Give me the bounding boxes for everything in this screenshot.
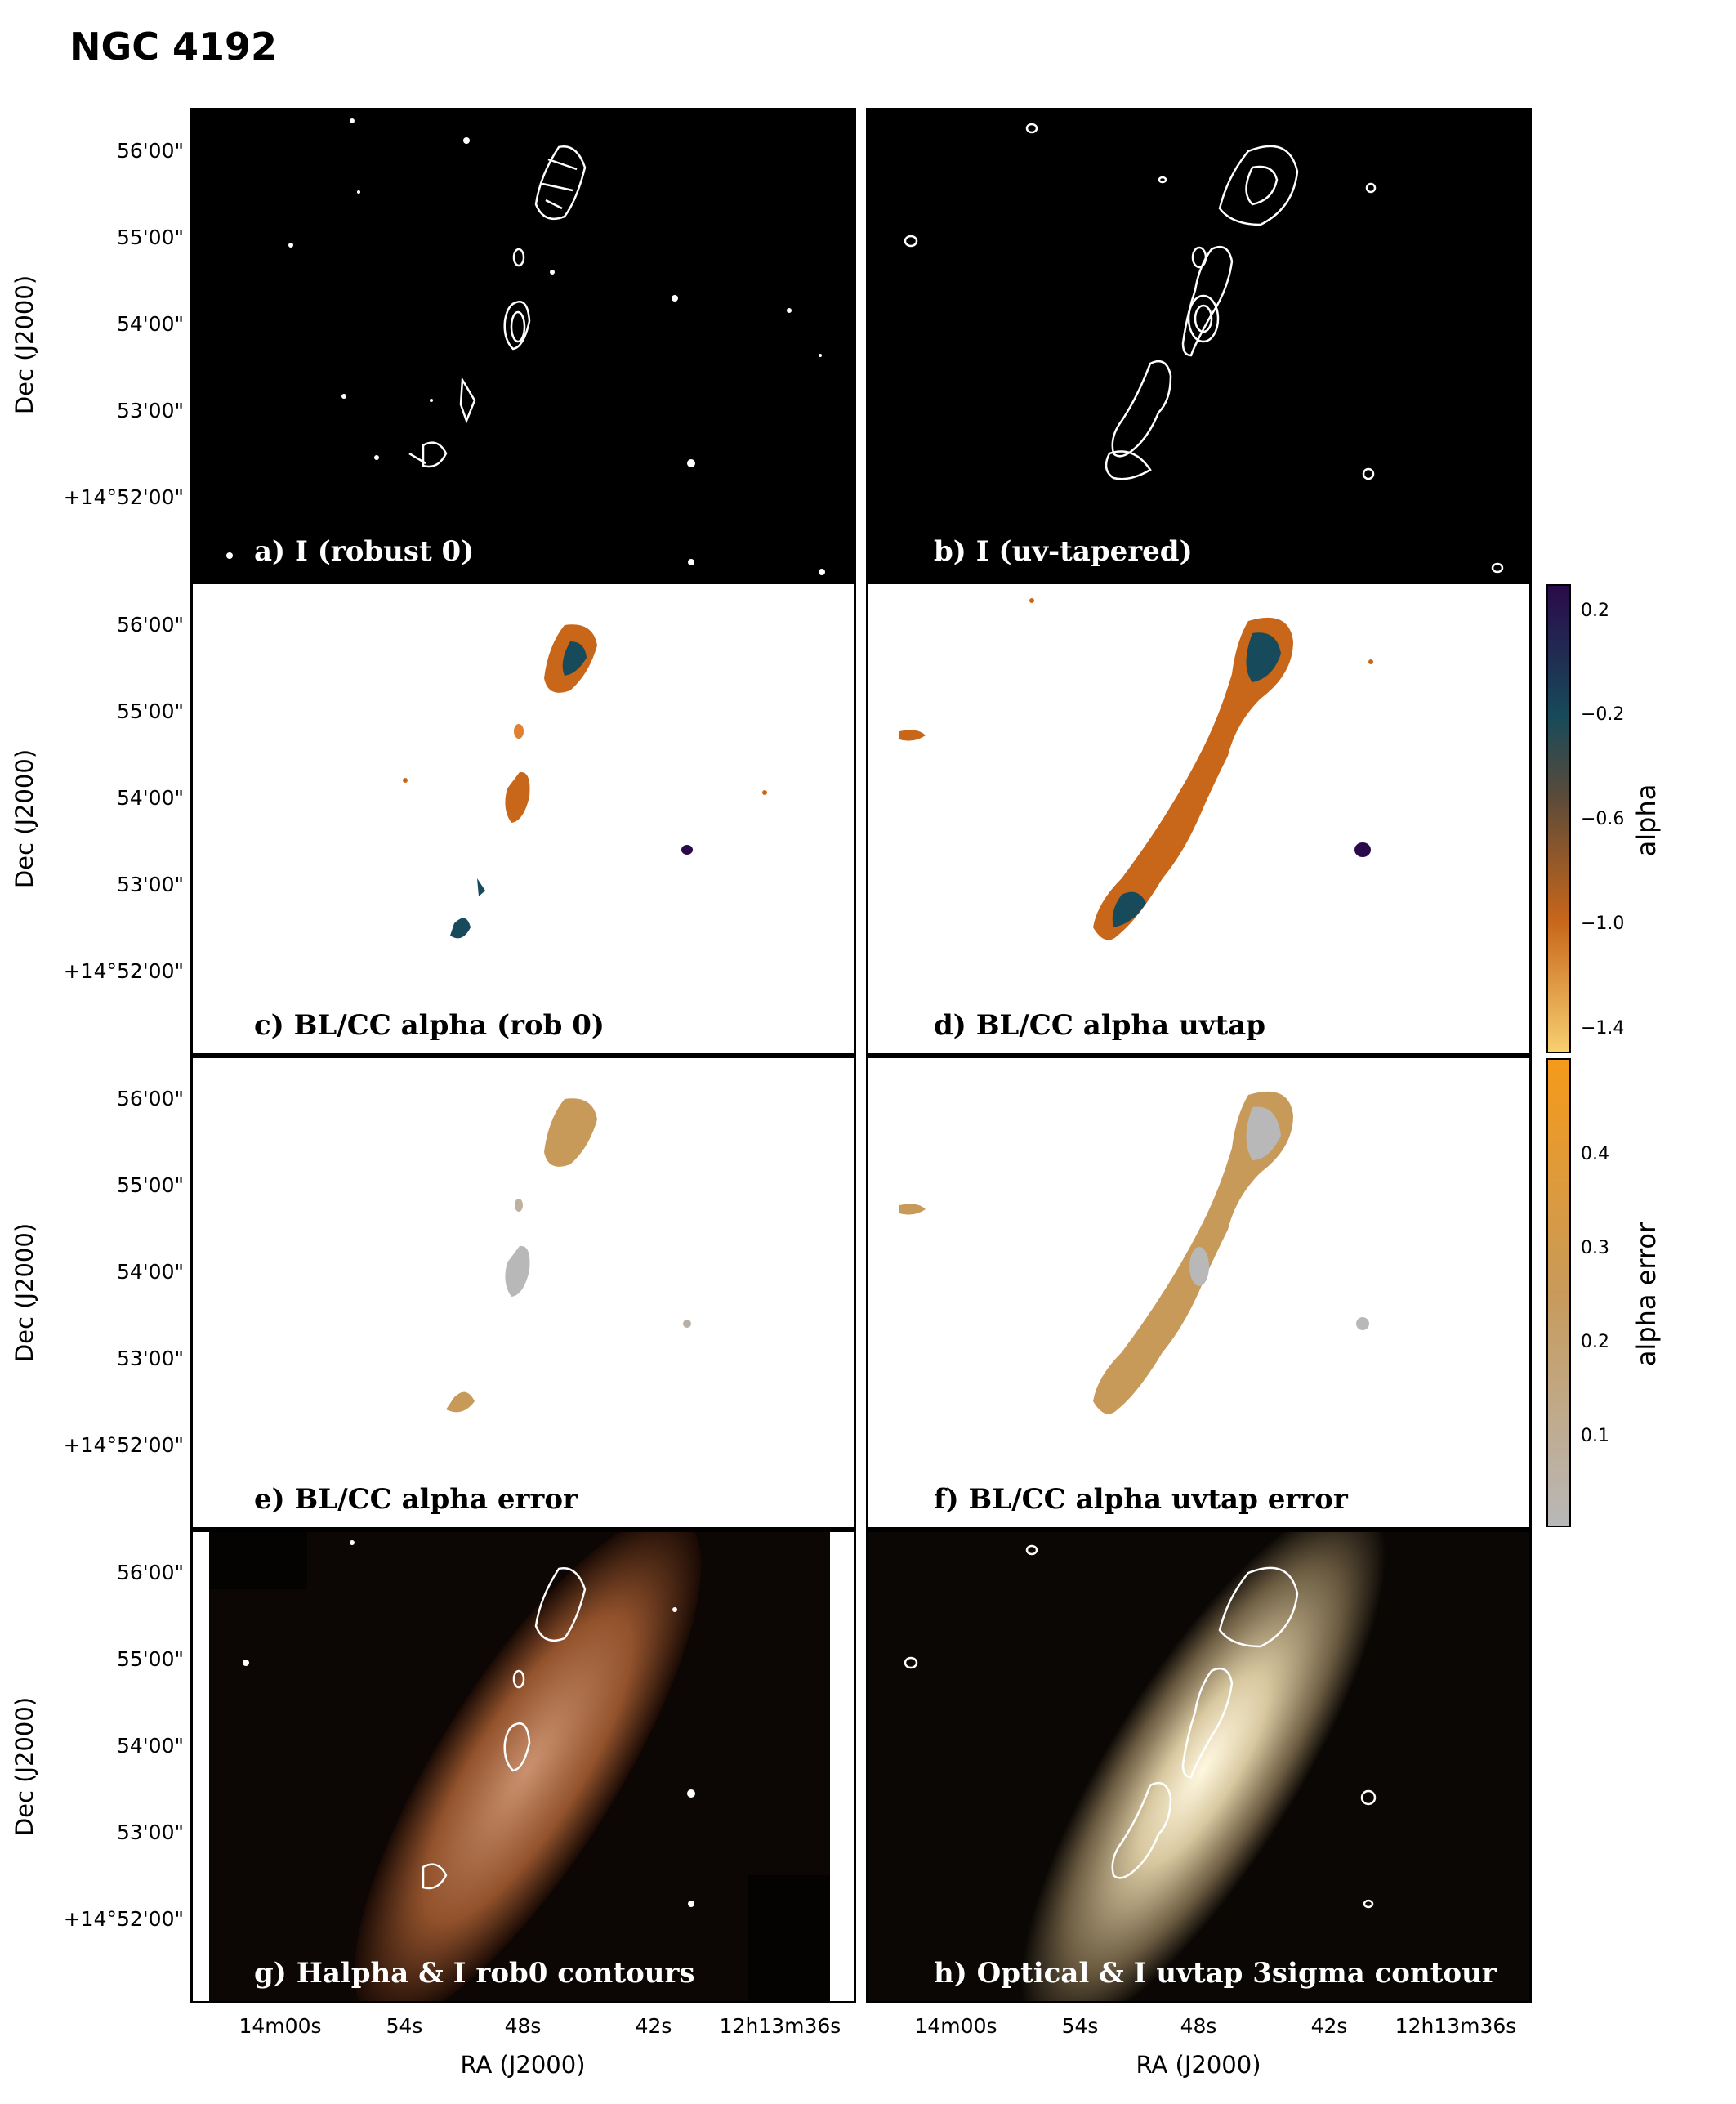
ytick-52: +14°52'00" (63, 1907, 184, 1931)
xtick-14m00s: 14m00s (239, 2014, 322, 2038)
colorbar-alpha-tick-2: −0.6 (1581, 809, 1625, 829)
xtick-54s: 54s (1061, 2014, 1099, 2038)
ytick-55: 55'00" (117, 1173, 184, 1197)
colorbar-error-label: alpha error (1631, 1222, 1662, 1367)
ylabel-row3: Dec (J2000) (11, 1222, 38, 1363)
panel-b-image (904, 123, 1504, 574)
xtick-48s: 48s (504, 2014, 542, 2038)
colorbar-error-tick-2: 0.2 (1581, 1332, 1609, 1352)
ytick-52: +14°52'00" (63, 485, 184, 509)
xtick-42s: 42s (1310, 2014, 1348, 2038)
xtick-54s: 54s (386, 2014, 423, 2038)
ytick-56: 56'00" (117, 139, 184, 163)
xlabel-right: RA (J2000) (1136, 2051, 1261, 2079)
ylabel-row2: Dec (J2000) (11, 748, 38, 889)
ytick-53: 53'00" (117, 873, 184, 896)
panel-e: e) BL/CC alpha error (190, 1056, 856, 1530)
panel-b-label: b) I (uv-tapered) (934, 535, 1193, 568)
panel-e-label: e) BL/CC alpha error (254, 1483, 578, 1516)
colorbar-alpha-tick-0: 0.2 (1581, 601, 1609, 621)
ytick-52: +14°52'00" (63, 1433, 184, 1457)
panel-h-label: h) Optical & I uvtap 3sigma contour (934, 1957, 1497, 1990)
colorbar-error-tick-1: 0.3 (1581, 1238, 1609, 1258)
ytick-54: 54'00" (117, 312, 184, 336)
colorbar-alpha-tick-1: −0.2 (1581, 704, 1625, 725)
panel-c-image (403, 624, 767, 939)
panel-h: h) Optical & I uvtap 3sigma contour (866, 1530, 1532, 2003)
ytick-56: 56'00" (117, 1087, 184, 1110)
ytick-52: +14°52'00" (63, 959, 184, 983)
panel-d-label: d) BL/CC alpha uvtap (934, 1009, 1266, 1042)
panel-c: c) BL/CC alpha (rob 0) (190, 582, 856, 1056)
ytick-53: 53'00" (117, 1347, 184, 1370)
xtick-48s: 48s (1180, 2014, 1217, 2038)
xtick-14m00s: 14m00s (914, 2014, 997, 2038)
panel-d-image (899, 598, 1373, 940)
panel-a-label: a) I (robust 0) (254, 535, 475, 568)
ytick-56: 56'00" (117, 613, 184, 637)
panel-g: g) Halpha & I rob0 contours (190, 1530, 856, 2003)
ytick-53: 53'00" (117, 1820, 184, 1844)
colorbar-alpha-tick-4: −1.4 (1581, 1018, 1625, 1039)
colorbar-error-tick-0: 0.4 (1581, 1144, 1609, 1164)
ytick-56: 56'00" (117, 1561, 184, 1584)
colorbar-alpha-label: alpha (1631, 784, 1662, 857)
xtick-12h13m36s: 12h13m36s (719, 2014, 841, 2038)
panel-f: f) BL/CC alpha uvtap error (866, 1056, 1532, 1530)
ytick-54: 54'00" (117, 1260, 184, 1284)
ytick-54: 54'00" (117, 786, 184, 810)
panel-e-image (446, 1098, 691, 1413)
xtick-12h13m36s: 12h13m36s (1395, 2014, 1517, 2038)
figure-title: NGC 4192 (69, 25, 278, 69)
panel-d: d) BL/CC alpha uvtap (866, 582, 1532, 1056)
panel-f-image (899, 1091, 1369, 1414)
ytick-55: 55'00" (117, 699, 184, 723)
ytick-53: 53'00" (117, 399, 184, 422)
panel-a: a) I (robust 0) (190, 108, 856, 582)
panel-h-image (904, 1532, 1386, 2001)
panel-f-label: f) BL/CC alpha uvtap error (934, 1483, 1348, 1516)
panel-b: b) I (uv-tapered) (866, 108, 1532, 582)
ytick-55: 55'00" (117, 226, 184, 249)
panel-c-label: c) BL/CC alpha (rob 0) (254, 1009, 605, 1042)
colorbar-alpha-error (1546, 1058, 1571, 1527)
xlabel-left: RA (J2000) (460, 2051, 586, 2079)
colorbar-alpha-tick-3: −1.0 (1581, 914, 1625, 934)
ytick-54: 54'00" (117, 1734, 184, 1758)
ylabel-row4: Dec (J2000) (11, 1696, 38, 1837)
colorbar-error-tick-3: 0.1 (1581, 1426, 1609, 1446)
ylabel-row1: Dec (J2000) (11, 275, 38, 415)
colorbar-alpha (1546, 584, 1571, 1053)
panel-g-image (209, 1532, 830, 2001)
panel-g-label: g) Halpha & I rob0 contours (254, 1957, 695, 1990)
ytick-55: 55'00" (117, 1647, 184, 1671)
xtick-42s: 42s (635, 2014, 672, 2038)
panel-a-image (226, 118, 825, 575)
